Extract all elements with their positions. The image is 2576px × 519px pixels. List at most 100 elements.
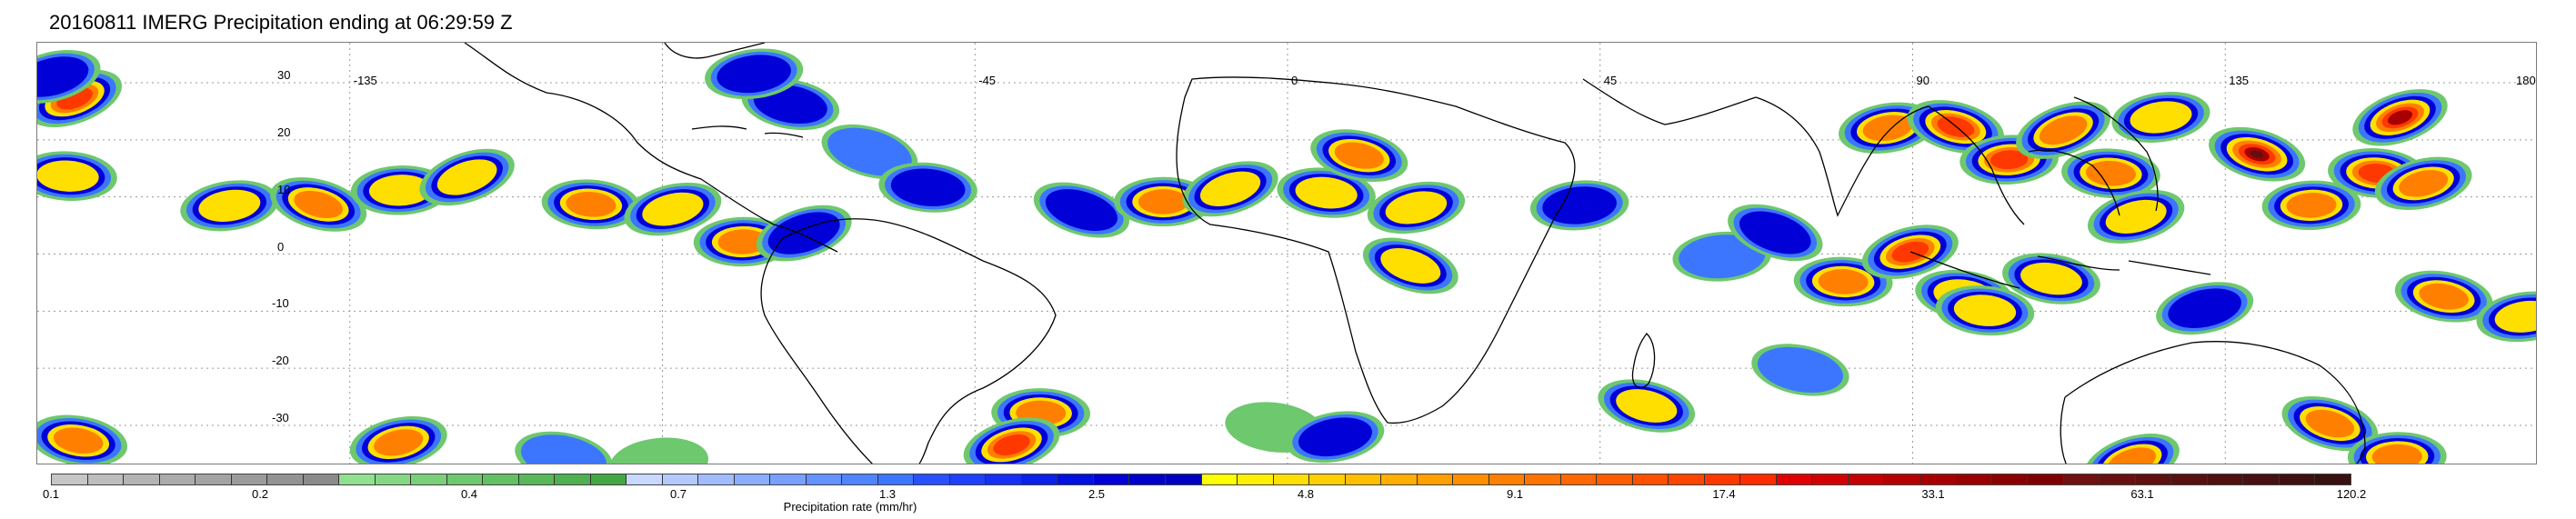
precip-cell xyxy=(37,414,128,464)
colorbar-swatch xyxy=(1956,474,1992,484)
lon-label: 180 xyxy=(2516,74,2536,87)
precip-cell xyxy=(2209,126,2306,182)
colorbar-swatch xyxy=(1381,474,1418,484)
colorbar-swatch xyxy=(124,474,160,484)
precip-cell xyxy=(2281,395,2379,452)
precip-contour xyxy=(717,229,768,255)
colorbar-tick-label: 0.7 xyxy=(669,487,687,501)
precip-contour xyxy=(1739,211,1811,255)
coastline-madagascar xyxy=(1631,333,1656,389)
precip-contour xyxy=(1891,241,1929,263)
precip-contour xyxy=(2107,447,2156,464)
colorbar-swatch xyxy=(483,474,519,484)
precip-contour xyxy=(436,159,497,195)
colorbar-tick-label: 4.8 xyxy=(1297,487,1315,501)
precip-cell xyxy=(2394,270,2493,323)
precip-cell xyxy=(2084,434,2180,464)
precip-contour xyxy=(2305,409,2355,438)
colorbar-swatch xyxy=(518,474,556,484)
colorbar-swatch xyxy=(914,474,950,484)
precip-contour xyxy=(717,55,791,94)
precip-cell xyxy=(2374,156,2472,211)
colorbar-tick-label: 120.2 xyxy=(2336,487,2367,501)
colorbar-swatch xyxy=(446,474,484,484)
colorbar-swatch xyxy=(1201,474,1238,484)
precip-cell xyxy=(37,151,117,201)
precip-cell xyxy=(2352,89,2448,146)
colorbar-swatch xyxy=(949,474,987,484)
precip-contour xyxy=(1542,186,1617,225)
coastlines xyxy=(464,43,2366,464)
lat-label: -10 xyxy=(272,296,289,311)
precip-contour xyxy=(2250,150,2264,158)
colorbar-tick-label: 2.5 xyxy=(1088,487,1106,501)
precip-cell xyxy=(1935,285,2035,336)
colorbar-swatch xyxy=(339,474,376,484)
colorbar-swatch xyxy=(1919,474,1957,484)
precip-cell xyxy=(1033,182,1130,238)
precip-cell xyxy=(2156,282,2254,335)
precip-contour xyxy=(2399,170,2449,197)
precip-cell xyxy=(1286,411,1385,464)
precip-cell xyxy=(37,49,101,104)
precip-cell xyxy=(180,180,279,232)
colorbar-swatch xyxy=(2063,474,2100,484)
precip-contour xyxy=(827,127,912,176)
colorbar-swatch xyxy=(1848,474,1885,484)
precip-contour xyxy=(2494,300,2536,333)
lat-label: 10 xyxy=(277,182,291,196)
precip-contour xyxy=(1953,294,2017,326)
coastline-indonesia xyxy=(1909,251,2211,289)
colorbar-swatch xyxy=(1812,474,1849,484)
precip-contour xyxy=(2105,199,2167,234)
colorbar-swatch xyxy=(1273,474,1310,484)
colorbar-swatch xyxy=(842,474,878,484)
map-title: 20160811 IMERG Precipitation ending at 0… xyxy=(49,11,513,34)
colorbar-swatch xyxy=(1740,474,1777,484)
precip-contour xyxy=(890,168,966,206)
colorbar-swatch xyxy=(806,474,843,484)
precip-cell xyxy=(1367,181,1466,235)
colorbar-swatch xyxy=(698,474,735,484)
precip-contour xyxy=(2286,193,2337,218)
colorbar-swatch xyxy=(662,474,699,484)
lat-label: -30 xyxy=(272,411,289,424)
precip-contour xyxy=(2020,262,2082,295)
precip-cell xyxy=(419,148,515,206)
colorbar-swatch xyxy=(986,474,1022,484)
precip-contour xyxy=(2419,283,2469,310)
lon-label: -45 xyxy=(978,74,997,87)
colorbar-swatch xyxy=(195,474,232,484)
colorbar-tick-label: 0.1 xyxy=(42,487,60,501)
colorbar-swatch xyxy=(1309,474,1346,484)
precip-contour xyxy=(294,190,343,219)
precip-contour xyxy=(198,189,261,222)
precipitation-colorbar xyxy=(51,474,2351,485)
colorbar-swatch xyxy=(1991,474,2029,484)
colorbar-swatch xyxy=(1488,474,1526,484)
colorbar-swatch xyxy=(590,474,627,484)
precip-cell xyxy=(1277,167,1376,218)
precip-cell xyxy=(2261,180,2361,231)
precip-contour xyxy=(1380,247,1441,284)
colorbar-swatch xyxy=(1129,474,1166,484)
precip-contour xyxy=(2039,115,2088,145)
precip-cell xyxy=(2111,91,2210,143)
precip-cell xyxy=(1598,379,1696,433)
colorbar-swatch xyxy=(159,474,196,484)
colorbar-swatch xyxy=(1884,474,1920,484)
colorbar-tick-label: 63.1 xyxy=(2130,487,2154,501)
precip-cell xyxy=(2061,148,2160,199)
precipitation-map[interactable]: 30 20 10 0 -10 -20 -30 -135 -45 0 45 90 135 180 xyxy=(36,42,2537,464)
colorbar-swatch xyxy=(2207,474,2244,484)
coastline-north-america xyxy=(464,43,838,253)
colorbar-swatch xyxy=(1238,474,1274,484)
precip-contour xyxy=(1385,191,1448,225)
precip-contour xyxy=(993,434,1030,455)
precip-contour xyxy=(1334,142,1384,169)
colorbar-swatch xyxy=(1093,474,1130,484)
map-canvas xyxy=(37,43,2536,464)
precip-contour xyxy=(1616,389,1678,423)
colorbar-swatch xyxy=(1525,474,1561,484)
precip-cell xyxy=(609,437,709,464)
